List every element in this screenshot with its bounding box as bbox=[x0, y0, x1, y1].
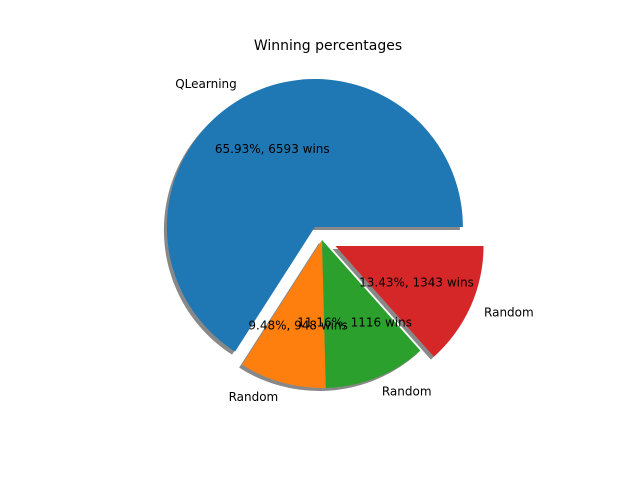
slice-label: Random bbox=[229, 390, 279, 404]
chart-title: Winning percentages bbox=[254, 38, 402, 54]
slice-percent-label: 9.48%, 948 wins bbox=[248, 319, 347, 333]
pie-slice bbox=[242, 240, 326, 388]
slice-percent-label: 13.43%, 1343 wins bbox=[359, 275, 474, 289]
slice-label: Random bbox=[484, 306, 534, 320]
slice-label: QLearning bbox=[175, 77, 237, 91]
slice-label: Random bbox=[382, 384, 432, 398]
pie-slice bbox=[166, 79, 463, 352]
slice-percent-label: 65.93%, 6593 wins bbox=[215, 142, 330, 156]
slice-labels: QLearning 65.93%, 6593 wins Random 9.48%, 9… bbox=[175, 77, 533, 404]
pie-slice bbox=[335, 246, 484, 357]
pie-slice bbox=[322, 240, 421, 388]
slice-percent-label: 11.16%, 1116 wins bbox=[297, 316, 412, 330]
pie-slices bbox=[166, 79, 484, 388]
